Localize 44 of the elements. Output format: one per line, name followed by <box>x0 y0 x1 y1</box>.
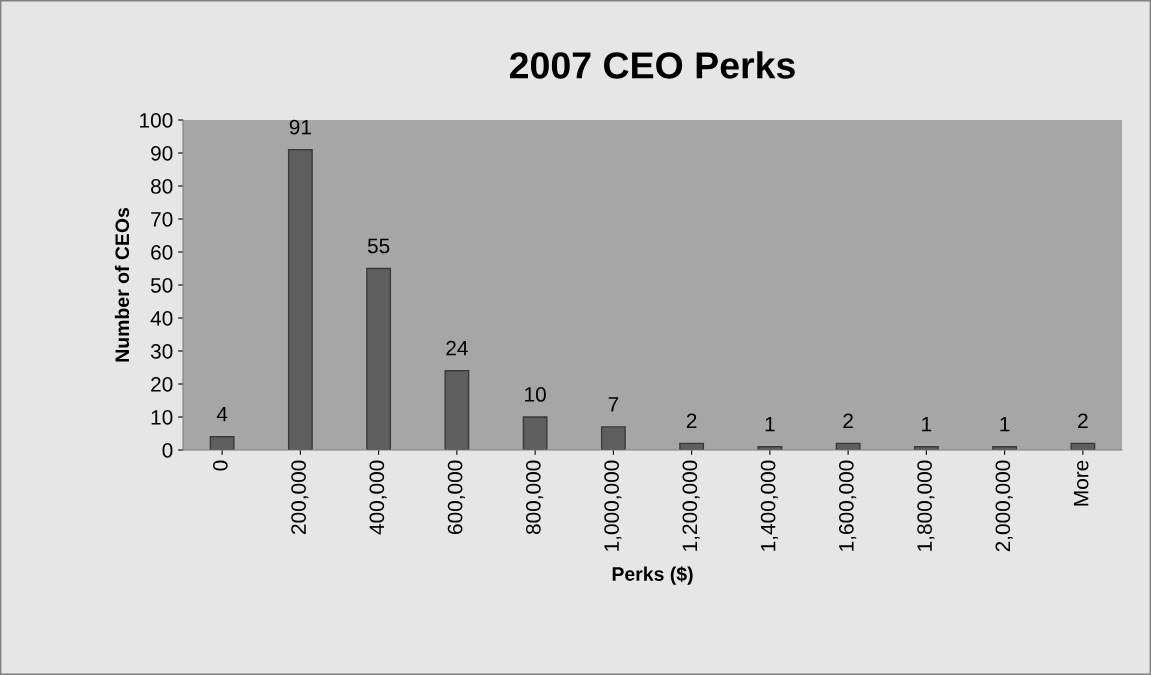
x-axis-title: Perks ($) <box>612 566 693 585</box>
x-tick-label: 1,600,000 <box>838 460 857 551</box>
bar <box>522 416 548 450</box>
data-label: 2 <box>843 413 853 428</box>
data-label: 24 <box>446 340 468 356</box>
data-label: 1 <box>1000 416 1010 432</box>
data-label: 4 <box>216 407 228 422</box>
data-label: 55 <box>367 238 390 254</box>
x-tick-label: 1,200,000 <box>682 460 700 551</box>
data-label: 10 <box>525 387 546 402</box>
y-tick-label: 50 <box>150 278 173 293</box>
x-tick-label: 200,000 <box>291 460 309 534</box>
y-tick-label: 10 <box>151 410 173 425</box>
bar <box>209 436 235 450</box>
x-tick-label: More <box>1073 460 1089 506</box>
bar <box>600 426 626 450</box>
bar <box>444 370 470 450</box>
y-axis-title: Number of CEOs <box>114 208 130 362</box>
data-label: 2 <box>686 413 697 428</box>
x-tick-label: 2,000,000 <box>995 460 1013 552</box>
y-tick-label: 30 <box>150 344 173 359</box>
y-tick-label: 60 <box>151 245 173 260</box>
x-tick-label: 1,800,000 <box>917 460 935 551</box>
x-tick-label: 1,400,000 <box>760 460 778 551</box>
y-tick-label: 20 <box>151 377 173 392</box>
bar <box>287 149 313 450</box>
x-tick-label: 400,000 <box>369 460 387 535</box>
x-tick-label: 600,000 <box>447 460 465 534</box>
chart-title: 2007 CEO Perks <box>509 51 795 79</box>
x-tick-label: 0 <box>212 460 228 471</box>
y-tick-label: 90 <box>151 146 173 161</box>
y-tick-label: 100 <box>140 113 173 128</box>
data-label: 1 <box>765 416 775 432</box>
y-tick-label: 0 <box>162 443 173 458</box>
data-label: 1 <box>922 416 932 432</box>
y-tick-label: 80 <box>151 179 173 194</box>
data-label: 7 <box>608 397 619 412</box>
y-tick-label: 40 <box>150 311 173 326</box>
data-label: 2 <box>1078 413 1088 428</box>
x-tick-label: 1,000,000 <box>604 460 622 551</box>
data-label: 91 <box>289 119 311 135</box>
x-tick-label: 800,000 <box>525 460 544 535</box>
bar <box>366 267 392 450</box>
y-tick-label: 70 <box>151 212 173 227</box>
